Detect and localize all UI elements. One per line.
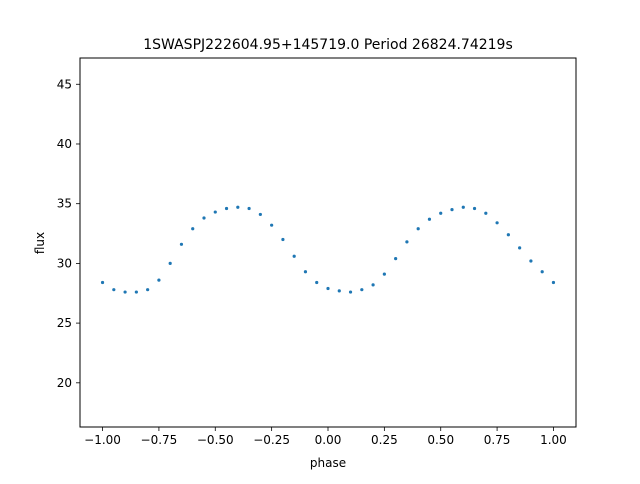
x-tick-label: 0.25 [371,433,398,447]
points-layer [100,205,556,294]
data-point [360,288,364,292]
y-tick-label: 35 [57,197,72,211]
data-point [179,242,184,246]
x-tick-label: 0.75 [484,433,511,447]
y-tick-label: 40 [57,137,72,151]
data-point [213,210,217,214]
data-point [484,211,488,215]
data-point [303,270,308,274]
data-point [236,205,240,209]
data-point [146,288,150,292]
data-point [191,227,195,231]
data-point [518,246,522,250]
data-point [529,259,533,263]
y-tick-label: 30 [57,256,72,270]
y-tick-label: 20 [57,376,72,390]
x-axis-label: phase [310,456,346,470]
x-tick-label: −1.00 [84,433,121,447]
data-point [247,206,251,211]
x-tick-label: −0.25 [253,433,290,447]
data-point [134,290,138,294]
y-axis-label: flux [33,232,47,254]
x-tick-label: 0.50 [427,433,454,447]
data-point [439,211,443,215]
data-point [281,237,285,242]
x-axis: −1.00 −0.75 −0.50 −0.25 0.00 0.25 0.50 0.75 1.00 [84,427,567,447]
x-tick-label: 0.00 [315,433,342,447]
data-point [551,280,556,285]
data-point [461,205,465,209]
data-point [100,280,105,285]
x-tick-label: −0.75 [141,433,178,447]
data-point [506,233,510,237]
data-point [202,216,206,220]
data-point [371,283,375,287]
data-point [427,217,432,221]
data-point [326,286,330,291]
data-point [292,254,296,258]
data-point [258,212,262,217]
data-point [472,206,477,211]
data-point [540,270,544,274]
data-point [224,206,229,211]
data-point [112,288,116,292]
x-tick-label: −0.50 [197,433,234,447]
data-point [123,290,127,294]
data-point [157,278,161,282]
data-point [337,289,341,293]
data-point [168,261,172,265]
y-axis: 20 25 30 35 40 45 [57,77,80,390]
data-point [315,280,319,285]
chart-title: 1SWASPJ222604.95+145719.0 Period 26824.7… [143,37,513,53]
y-tick-label: 45 [57,77,72,91]
x-tick-label: 1.00 [540,433,567,447]
data-point [394,257,398,261]
data-point [405,240,409,244]
data-point [450,208,454,212]
data-point [270,223,274,227]
data-point [416,227,420,231]
data-point [348,290,353,294]
data-point [495,221,499,225]
data-point [382,272,386,276]
y-tick-label: 25 [57,316,72,330]
